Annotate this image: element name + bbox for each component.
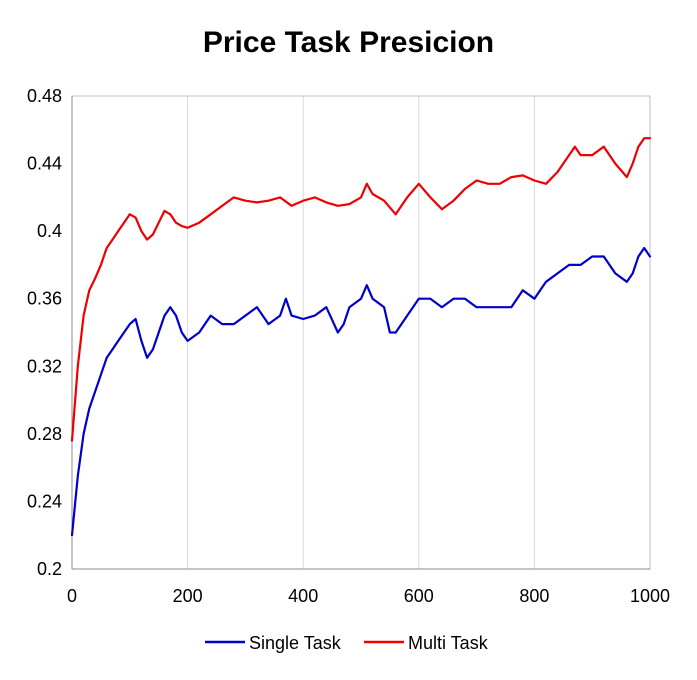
y-axis-tick-labels: 0.2 0.24 0.28 0.32 0.36 0.4 0.44 0.48 <box>27 86 62 579</box>
x-tick-label: 800 <box>519 586 549 606</box>
y-tick-label: 0.24 <box>27 491 62 511</box>
chart-title: Price Task Presicion <box>202 26 495 59</box>
legend-item: Single Task <box>205 633 342 653</box>
x-tick-label: 0 <box>67 586 77 606</box>
y-tick-label: 0.28 <box>27 424 62 444</box>
y-tick-label: 0.48 <box>27 86 62 106</box>
plot-area-frame <box>71 95 651 570</box>
legend-label: Single Task <box>249 633 342 653</box>
y-tick-label: 0.2 <box>37 559 62 579</box>
legend: Single Task Multi Task <box>205 633 489 653</box>
x-tick-label: 200 <box>173 586 203 606</box>
y-tick-label: 0.36 <box>27 289 62 309</box>
y-tick-label: 0.32 <box>27 356 62 376</box>
series-line-multi-task <box>70 137 652 442</box>
grid-lines <box>187 96 651 569</box>
series-lines <box>70 137 652 537</box>
series-line-single-task <box>70 246 652 537</box>
x-tick-label: 600 <box>404 586 434 606</box>
x-tick-label: 400 <box>288 586 318 606</box>
y-tick-label: 0.4 <box>37 221 62 241</box>
legend-item: Multi Task <box>364 633 489 653</box>
x-tick-label: 1000 <box>630 586 670 606</box>
legend-label: Multi Task <box>408 633 489 653</box>
y-tick-label: 0.44 <box>27 154 62 174</box>
x-axis-tick-labels: 0 200 400 600 800 1000 <box>67 586 670 606</box>
